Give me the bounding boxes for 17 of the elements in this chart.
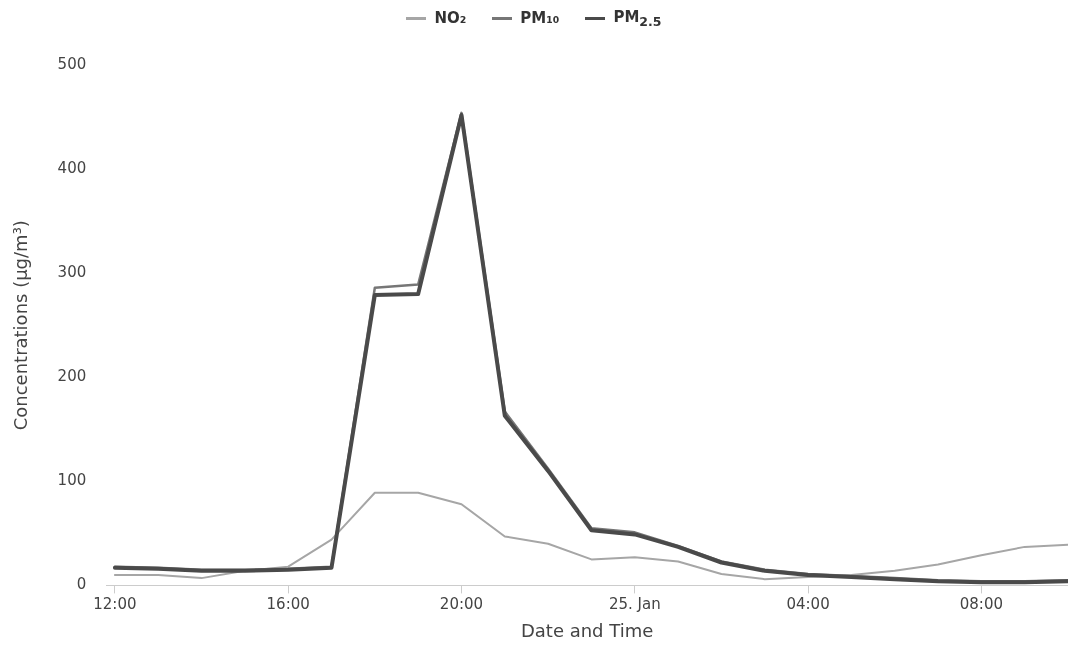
x-axis-title: Date and Time bbox=[520, 619, 654, 641]
y-tick-label: 400 bbox=[57, 158, 87, 177]
x-tick-label: 25. Jan bbox=[608, 595, 661, 614]
x-tick-label: 16:00 bbox=[266, 595, 310, 614]
y-tick-label: 100 bbox=[57, 471, 87, 490]
legend-label: PM$_{2.5}$ bbox=[613, 7, 662, 29]
y-tick-label: 200 bbox=[57, 367, 87, 386]
y-tick-label: 500 bbox=[57, 54, 87, 73]
legend-label: PM₁₀ bbox=[520, 9, 560, 27]
y-tick-label: 300 bbox=[57, 263, 87, 282]
x-tick-label: 12:00 bbox=[93, 595, 137, 614]
y-axis-title: Concentrations (µg/m³) bbox=[10, 220, 32, 431]
x-tick-label: 08:00 bbox=[959, 595, 1003, 614]
x-tick-label: 04:00 bbox=[786, 595, 830, 614]
x-tick-label: 20:00 bbox=[439, 595, 484, 614]
legend-label: NO₂ bbox=[434, 9, 467, 27]
y-tick-label: 0 bbox=[76, 575, 87, 594]
